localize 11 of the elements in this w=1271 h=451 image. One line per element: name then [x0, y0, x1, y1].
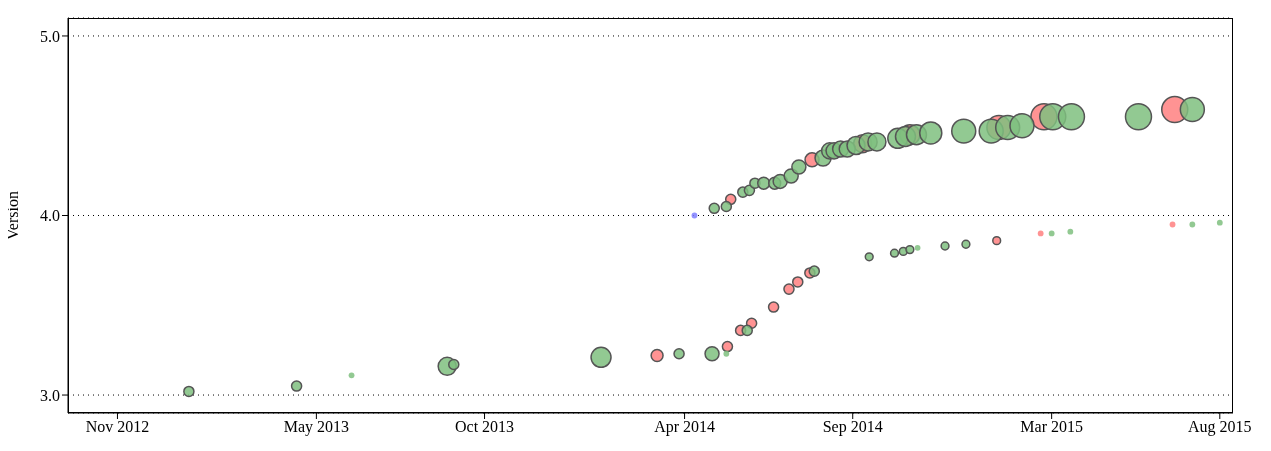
x-tick-label: Nov 2012	[85, 418, 150, 436]
y-tick-label: 3.0	[40, 386, 60, 404]
x-tick-label: Oct 2013	[454, 418, 515, 436]
x-tick-label: Sep 2014	[822, 418, 883, 437]
y-axis-title: Version	[3, 191, 21, 240]
x-tick-label: Mar 2015	[1020, 418, 1083, 436]
x-tick-label: Aug 2015	[1188, 418, 1252, 437]
y-tick-label: 4.0	[40, 207, 60, 225]
y-tick-label: 5.0	[40, 27, 60, 45]
x-tick-label: Apr 2014	[654, 418, 716, 437]
x-tick-label: May 2013	[283, 418, 350, 437]
